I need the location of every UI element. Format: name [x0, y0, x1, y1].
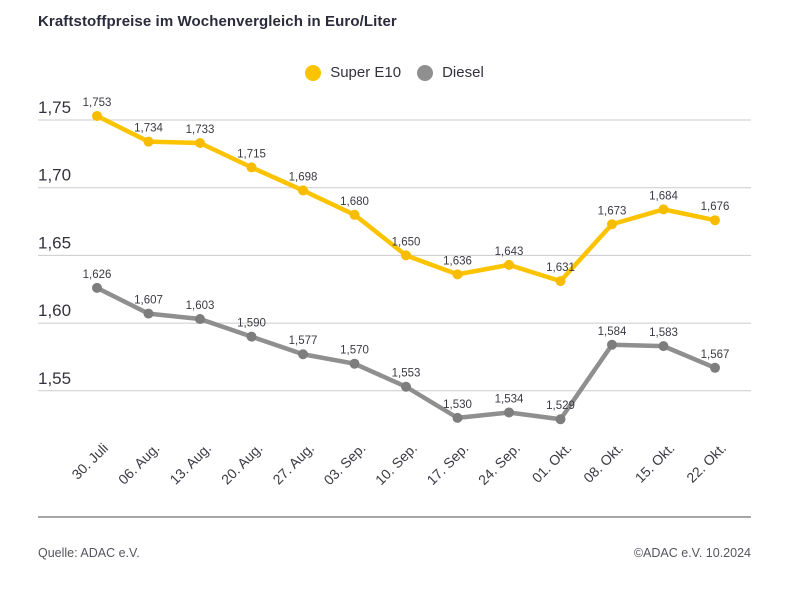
x-axis-label: 30. Juli [68, 440, 111, 483]
diesel-point [504, 407, 514, 418]
chart-title: Kraftstoffpreise im Wochenvergleich in E… [38, 13, 397, 30]
diesel-point [246, 331, 257, 342]
diesel-point [298, 349, 308, 360]
diesel-value-label: 1,584 [598, 326, 627, 338]
diesel-point [195, 314, 205, 325]
super-e10-point [607, 219, 617, 230]
y-axis-label: 1,75 [38, 98, 71, 117]
super-e10-point [452, 269, 463, 280]
super-e10-value-label: 1,753 [83, 97, 112, 109]
x-axis-label: 10. Sep. [372, 440, 420, 488]
super-e10-value-label: 1,676 [701, 201, 730, 213]
super-e10-value-label: 1,650 [392, 236, 421, 248]
diesel-value-label: 1,603 [186, 300, 215, 312]
diesel-value-label: 1,583 [649, 327, 678, 339]
legend-label-diesel: Diesel [442, 64, 484, 81]
diesel-value-label: 1,553 [392, 368, 421, 380]
super-e10-value-label: 1,715 [237, 148, 266, 160]
diesel-value-label: 1,530 [443, 399, 472, 411]
super-e10-point [92, 110, 102, 121]
footer-divider [38, 516, 751, 518]
super-e10-point [504, 259, 514, 270]
chart-legend: Super E10 Diesel [0, 64, 789, 81]
diesel-value-label: 1,570 [340, 345, 369, 357]
diesel-point [349, 358, 360, 369]
diesel-value-label: 1,529 [546, 400, 575, 412]
diesel-value-label: 1,567 [701, 349, 730, 361]
diesel-point [555, 414, 566, 425]
line-chart: 1,75 1,70 1,65 1,60 1,55 30. Juli 06. Aug. 13. … [38, 97, 751, 488]
diesel-value-label: 1,590 [237, 318, 266, 330]
diesel-value-label: 1,577 [289, 335, 318, 347]
x-axis-label: 13. Aug. [166, 440, 214, 488]
diesel-point [401, 381, 411, 392]
legend-item-super-e10: Super E10 [305, 64, 401, 81]
super-e10-value-label: 1,734 [134, 123, 163, 135]
diesel-point [607, 339, 617, 350]
diesel-point [710, 362, 720, 373]
x-axis-label: 08. Okt. [580, 440, 626, 486]
diesel-swatch-icon [417, 64, 434, 81]
x-axis-label: 22. Okt. [683, 440, 729, 486]
x-axis-label: 01. Okt. [529, 440, 575, 486]
y-axis-label: 1,60 [38, 301, 71, 320]
super-e10-value-label: 1,680 [340, 196, 369, 208]
x-axis-label: 15. Okt. [632, 440, 678, 486]
super-e10-value-label: 1,698 [289, 171, 318, 183]
super-e10-point [298, 185, 308, 196]
super-e10-value-label: 1,643 [495, 246, 524, 258]
diesel-point [658, 341, 669, 352]
super-e10-point [710, 215, 720, 226]
super-e10-value-label: 1,733 [186, 124, 215, 136]
super-e10-value-label: 1,684 [649, 190, 678, 202]
super-e10-point [401, 250, 411, 261]
super-e10-value-label: 1,673 [598, 205, 627, 217]
diesel-value-label: 1,534 [495, 393, 524, 405]
diesel-value-label: 1,626 [83, 269, 112, 281]
super-e10-point [349, 209, 360, 220]
super-e10-point [658, 204, 669, 215]
super-e10-value-label: 1,636 [443, 255, 472, 267]
source-note: Quelle: ADAC e.V. [38, 546, 140, 560]
x-axis-label: 20. Aug. [218, 440, 266, 488]
diesel-point [143, 308, 154, 319]
y-axis-label: 1,70 [38, 166, 71, 185]
x-axis-label: 03. Sep. [320, 440, 368, 488]
diesel-point [92, 282, 102, 293]
x-axis-label: 24. Sep. [475, 440, 523, 488]
x-axis-label: 17. Sep. [423, 440, 471, 488]
x-axis-label: 27. Aug. [269, 440, 317, 488]
super-e10-value-label: 1,631 [546, 262, 575, 274]
super-e10-swatch-icon [305, 64, 322, 81]
y-axis-label: 1,65 [38, 233, 71, 252]
x-axis-label: 06. Aug. [115, 440, 163, 488]
copyright-note: ©ADAC e.V. 10.2024 [633, 546, 751, 560]
diesel-point [452, 412, 463, 423]
legend-item-diesel: Diesel [417, 64, 484, 81]
super-e10-point [195, 138, 205, 149]
super-e10-point [143, 136, 154, 147]
super-e10-point [555, 276, 566, 287]
super-e10-point [246, 162, 257, 173]
diesel-value-label: 1,607 [134, 295, 163, 307]
y-axis-label: 1,55 [38, 369, 71, 388]
legend-label-super-e10: Super E10 [330, 64, 402, 81]
